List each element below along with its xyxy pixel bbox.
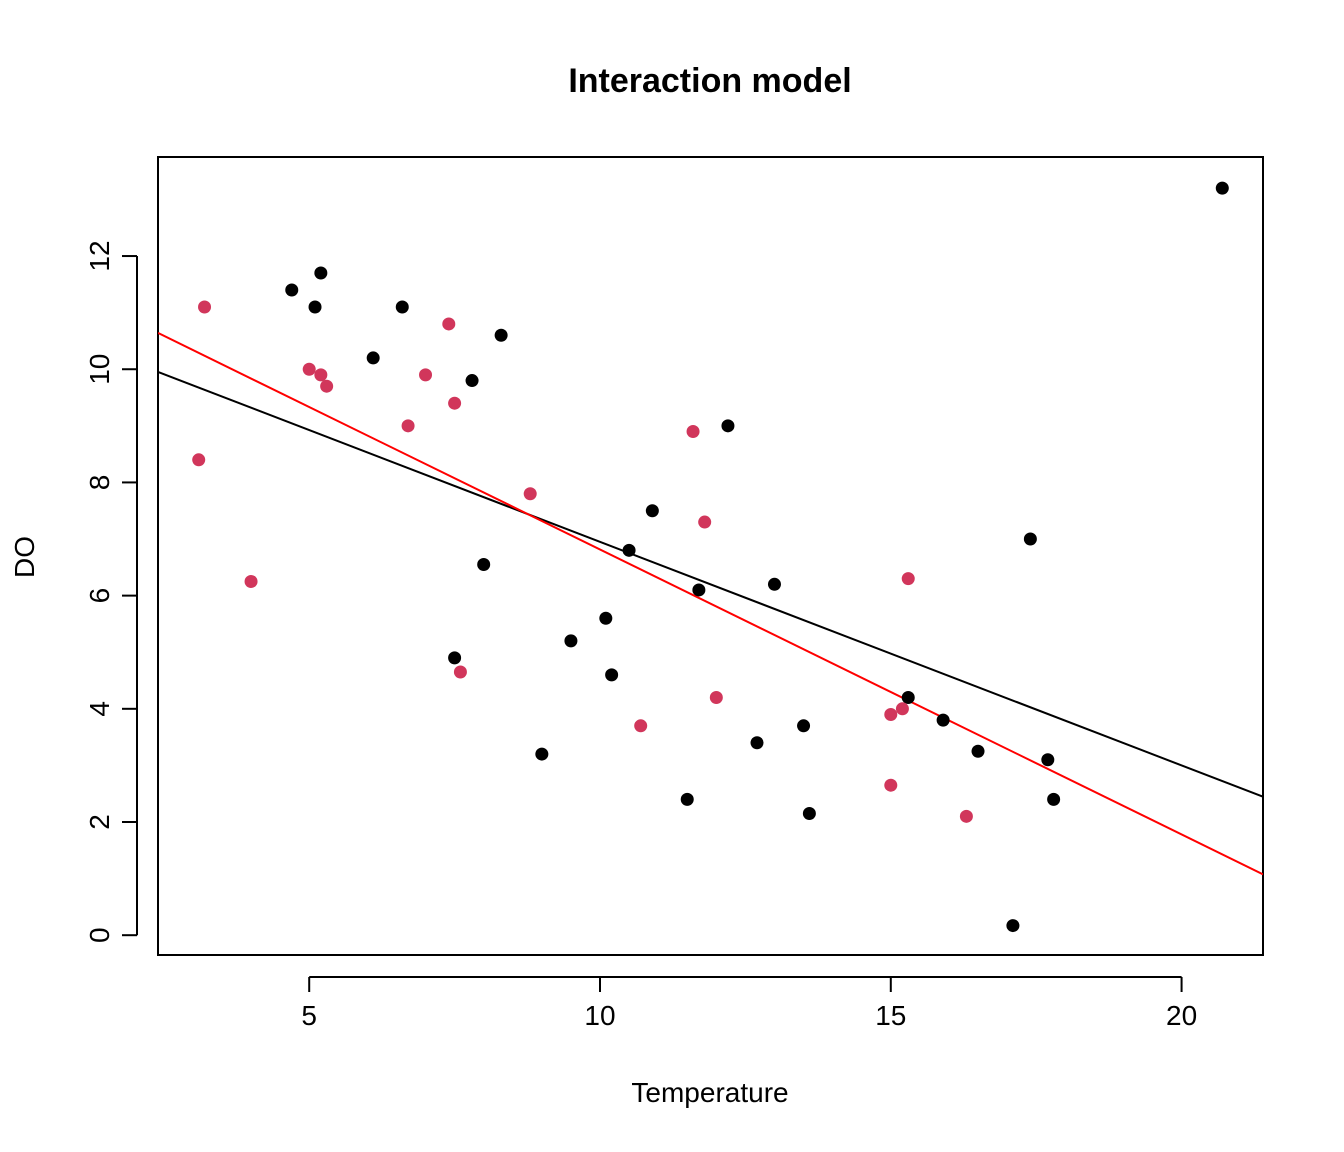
y-tick-label: 4 <box>84 701 115 717</box>
x-tick-label: 5 <box>301 1000 317 1031</box>
data-point-series-1 <box>1023 532 1037 546</box>
data-point-series-2 <box>302 362 316 376</box>
data-point-series-1 <box>366 351 380 365</box>
data-point-series-2 <box>314 368 328 382</box>
data-point-series-2 <box>698 515 712 529</box>
data-point-series-1 <box>1047 792 1061 806</box>
x-tick-label: 10 <box>584 1000 615 1031</box>
data-point-series-2 <box>634 719 648 733</box>
data-point-series-1 <box>802 807 816 821</box>
data-point-series-1 <box>971 744 985 758</box>
data-point-series-2 <box>448 396 462 410</box>
data-point-series-2 <box>901 572 915 586</box>
data-point-series-2 <box>895 702 909 716</box>
y-tick-label: 0 <box>84 927 115 943</box>
data-point-series-2 <box>959 809 973 823</box>
data-point-series-1 <box>395 300 409 314</box>
x-tick-label: 15 <box>875 1000 906 1031</box>
data-point-series-1 <box>680 792 694 806</box>
data-point-series-1 <box>465 374 479 388</box>
data-point-series-2 <box>523 487 537 501</box>
data-point-series-1 <box>1215 181 1229 195</box>
data-point-series-2 <box>442 317 456 331</box>
fit-line-2 <box>158 332 1263 876</box>
y-tick-label: 6 <box>84 588 115 604</box>
data-point-series-1 <box>936 713 950 727</box>
data-point-series-1 <box>564 634 578 648</box>
data-point-series-1 <box>314 266 328 280</box>
data-point-series-1 <box>1006 919 1020 933</box>
data-point-series-2 <box>401 419 415 433</box>
y-axis-label: DO <box>9 536 40 578</box>
plot-area: 5 10 15 20 0 2 4 6 8 10 12 <box>84 156 1264 1031</box>
data-point-series-1 <box>797 719 811 733</box>
data-point-series-1 <box>285 283 299 297</box>
x-axis-label: Temperature <box>631 1077 788 1108</box>
data-point-series-2 <box>244 574 258 588</box>
data-point-series-1 <box>750 736 764 750</box>
plot-frame <box>157 156 1264 956</box>
data-point-series-1 <box>645 504 659 518</box>
y-tick-label: 10 <box>84 354 115 385</box>
data-point-series-1 <box>692 583 706 597</box>
data-point-series-1 <box>494 328 508 342</box>
data-point-series-2 <box>709 690 723 704</box>
data-point-series-1 <box>605 668 619 682</box>
data-point-series-2 <box>198 300 212 314</box>
data-point-series-2 <box>884 778 898 792</box>
data-point-series-1 <box>767 577 781 591</box>
data-point-series-2 <box>192 453 206 467</box>
data-point-series-1 <box>622 543 636 557</box>
y-tick-label: 8 <box>84 475 115 491</box>
fit-line-1 <box>158 371 1263 798</box>
data-point-series-2 <box>320 379 334 393</box>
y-tick-label: 2 <box>84 814 115 830</box>
data-point-series-1 <box>448 651 462 665</box>
x-tick-label: 20 <box>1166 1000 1197 1031</box>
data-point-series-1 <box>721 419 735 433</box>
data-point-series-1 <box>308 300 322 314</box>
data-point-series-1 <box>477 557 491 571</box>
chart-title: Interaction model <box>568 62 851 100</box>
y-tick-label: 12 <box>84 240 115 271</box>
data-point-series-1 <box>1041 753 1055 767</box>
data-point-series-1 <box>599 611 613 625</box>
data-point-series-2 <box>453 665 467 679</box>
data-point-series-2 <box>884 707 898 721</box>
data-point-series-2 <box>686 424 700 438</box>
data-point-series-1 <box>535 747 549 761</box>
data-point-series-1 <box>901 690 915 704</box>
data-point-series-2 <box>419 368 433 382</box>
